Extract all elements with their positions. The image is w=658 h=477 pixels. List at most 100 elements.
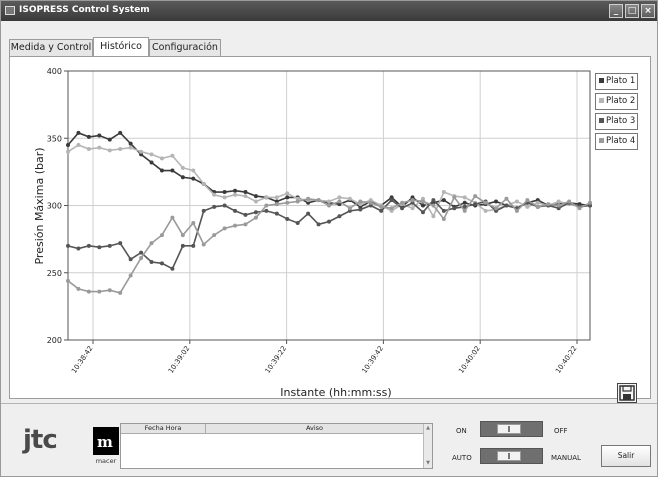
tab-medida-y-control[interactable]: Medida y Control xyxy=(9,39,93,56)
data-point xyxy=(66,142,70,147)
scroll-down-icon[interactable]: ▼ xyxy=(426,460,430,466)
data-point xyxy=(441,198,446,203)
data-point xyxy=(264,195,269,200)
data-point xyxy=(379,208,384,213)
toggle-knob[interactable] xyxy=(497,451,521,461)
data-point xyxy=(274,202,279,207)
data-point xyxy=(86,147,91,152)
toggle-knob[interactable] xyxy=(497,424,521,434)
data-point xyxy=(97,133,102,138)
data-point xyxy=(389,198,394,203)
legend-label: Plato 3 xyxy=(606,116,636,126)
data-point xyxy=(191,168,196,173)
data-point xyxy=(159,233,164,238)
data-point xyxy=(180,233,185,238)
auto-manual-toggle[interactable] xyxy=(480,448,543,464)
legend-label: Plato 1 xyxy=(606,76,636,86)
data-point xyxy=(494,199,499,204)
data-point xyxy=(159,156,164,161)
y-axis-label: Presión Máxima (bar) xyxy=(33,147,46,264)
jtc-logo: jtc xyxy=(23,425,58,455)
tab-configuracion[interactable]: Configuración xyxy=(149,39,221,56)
data-point xyxy=(462,208,467,213)
data-point xyxy=(504,203,509,208)
alarms-table-header: Fecha Hora Aviso xyxy=(121,424,432,434)
data-point xyxy=(76,286,81,291)
data-point xyxy=(66,149,70,154)
data-point xyxy=(410,198,415,203)
data-point xyxy=(149,152,154,157)
maximize-icon[interactable]: □ xyxy=(625,4,639,18)
data-point xyxy=(452,206,457,211)
data-point xyxy=(347,196,352,201)
data-point xyxy=(243,212,248,217)
data-point xyxy=(577,206,582,211)
data-point xyxy=(222,195,227,200)
minimize-icon[interactable]: _ xyxy=(609,4,623,18)
alarms-scrollbar[interactable]: ▲ ▼ xyxy=(423,424,432,468)
pressure-chart: 200 250 300 350 400 10:38:42 10:39:02 10:39:22… xyxy=(33,67,592,399)
data-point xyxy=(191,243,196,248)
data-point xyxy=(128,141,133,146)
data-point xyxy=(180,175,185,180)
data-point xyxy=(139,255,144,260)
legend-item-plato-2[interactable]: Plato 2 xyxy=(595,93,638,110)
on-off-toggle[interactable] xyxy=(480,421,543,437)
data-point xyxy=(128,273,133,278)
history-panel xyxy=(9,56,651,399)
scroll-up-icon[interactable]: ▲ xyxy=(426,425,430,431)
data-point xyxy=(514,199,519,204)
legend-item-plato-4[interactable]: Plato 4 xyxy=(595,133,638,150)
data-point xyxy=(233,208,238,213)
data-point xyxy=(316,222,321,227)
data-point xyxy=(556,199,561,204)
data-point xyxy=(107,243,112,248)
legend-item-plato-3[interactable]: Plato 3 xyxy=(595,113,638,130)
data-point xyxy=(253,210,258,215)
data-point xyxy=(139,149,144,154)
data-point xyxy=(222,226,227,231)
legend-swatch xyxy=(599,138,604,143)
x-tick-label: 10:39:02 xyxy=(167,345,192,375)
data-point xyxy=(546,202,551,207)
exit-button[interactable]: Salir xyxy=(601,445,651,467)
legend-item-plato-1[interactable]: Plato 1 xyxy=(595,73,638,90)
tab-historico[interactable]: Histórico xyxy=(93,37,149,56)
x-tick-label: 10:39:22 xyxy=(264,345,289,375)
column-aviso[interactable]: Aviso xyxy=(205,424,423,433)
data-point xyxy=(295,220,300,225)
y-tick-label: 250 xyxy=(47,269,62,278)
data-point xyxy=(212,233,217,238)
column-fecha-hora[interactable]: Fecha Hora xyxy=(144,424,182,432)
data-point xyxy=(431,214,436,219)
x-tick-label: 10:40:22 xyxy=(554,345,579,375)
data-point xyxy=(264,208,269,213)
data-point xyxy=(243,222,248,227)
series-plato-3 xyxy=(66,198,592,271)
data-point xyxy=(128,145,133,150)
data-point xyxy=(389,206,394,211)
close-icon[interactable]: × xyxy=(641,4,655,18)
macer-mark-letter: m xyxy=(97,433,113,451)
manual-label: MANUAL xyxy=(551,454,581,462)
legend-swatch xyxy=(599,98,604,103)
data-point xyxy=(285,195,290,200)
data-point xyxy=(201,208,206,213)
data-point xyxy=(337,195,342,200)
data-point xyxy=(149,241,154,246)
data-point xyxy=(525,204,530,209)
data-point xyxy=(149,259,154,264)
save-button[interactable] xyxy=(617,383,637,403)
data-point xyxy=(118,130,123,135)
data-point xyxy=(306,196,311,201)
data-point xyxy=(462,200,467,205)
legend-swatch xyxy=(599,118,604,123)
data-point xyxy=(420,199,425,204)
data-point xyxy=(274,211,279,216)
data-point xyxy=(180,165,185,170)
data-point xyxy=(170,266,175,271)
data-point xyxy=(212,192,217,197)
data-point xyxy=(473,194,478,199)
data-point xyxy=(159,261,164,266)
data-point xyxy=(97,289,102,294)
